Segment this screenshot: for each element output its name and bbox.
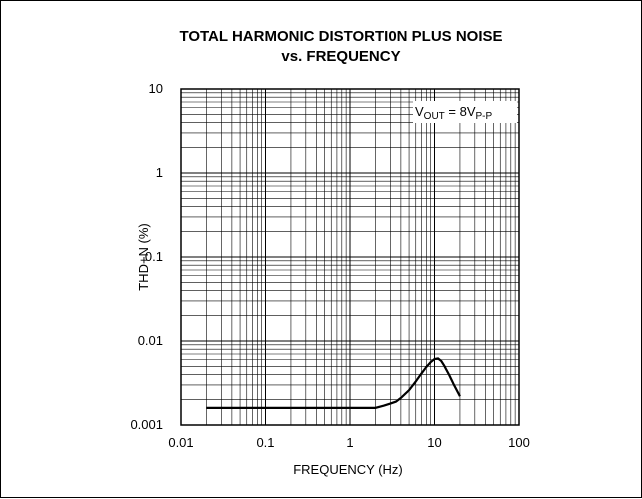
y-tick-label: 0.001 — [130, 417, 163, 432]
chart-title: TOTAL HARMONIC DISTORTI0N PLUS NOISE — [179, 28, 502, 45]
y-tick-label: 0.01 — [138, 333, 163, 348]
tick-labels: 0.01 0.1 1 10 100 0.001 0.01 0.1 1 10 — [130, 81, 529, 450]
x-tick-label: 100 — [508, 435, 530, 450]
annotation-v: V — [415, 104, 424, 119]
y-tick-label: 0.1 — [145, 249, 163, 264]
x-tick-label: 1 — [346, 435, 353, 450]
y-tick-label: 10 — [149, 81, 163, 96]
annotation-background — [413, 101, 517, 123]
thd-n-series-line — [206, 357, 461, 409]
annotation-sub-pp: P-P — [476, 111, 493, 122]
annotation-sub-out: OUT — [424, 111, 445, 122]
y-axis-label: THD+N (%) — [136, 223, 151, 291]
x-axis-label: FREQUENCY (Hz) — [293, 462, 403, 477]
x-tick-label: 0.01 — [168, 435, 193, 450]
chart-subtitle: vs. FREQUENCY — [281, 48, 400, 65]
annotation-text: VOUT = 8VP-P — [415, 104, 493, 122]
grid — [180, 89, 519, 426]
x-tick-label: 0.1 — [256, 435, 274, 450]
y-tick-label: 1 — [156, 165, 163, 180]
annotation-equals: = 8V — [445, 104, 476, 119]
vout-annotation: VOUT = 8VP-P — [413, 101, 517, 123]
plot-area-border — [180, 88, 520, 426]
x-tick-label: 10 — [427, 435, 441, 450]
